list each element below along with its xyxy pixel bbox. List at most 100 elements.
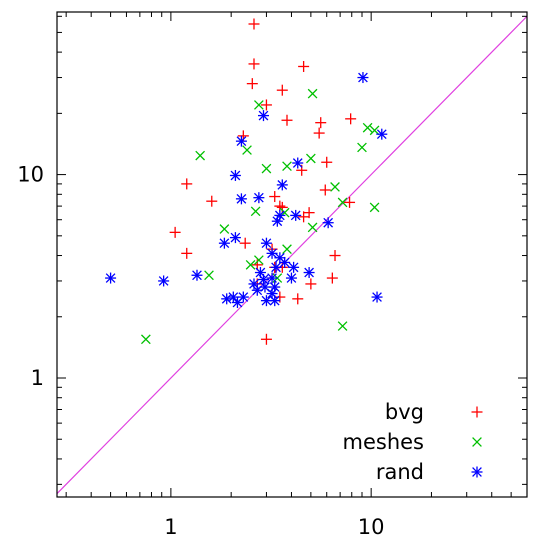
- data-point-rand: [285, 272, 297, 284]
- data-point-rand: [279, 256, 291, 268]
- data-point-rand: [253, 192, 265, 204]
- data-point-bvg: [292, 293, 304, 305]
- data-point-rand: [290, 209, 302, 221]
- data-point-bvg: [169, 226, 181, 238]
- data-point-rand: [158, 275, 170, 287]
- data-point-rand: [231, 297, 243, 309]
- data-point-bvg: [281, 114, 293, 126]
- data-point-rand: [292, 157, 304, 169]
- data-point-meshes: [282, 161, 292, 172]
- points-layer: [105, 18, 388, 345]
- data-point-rand: [257, 273, 269, 285]
- data-point-bvg: [260, 333, 272, 345]
- data-point-rand: [229, 169, 241, 181]
- data-point-rand: [260, 237, 272, 249]
- data-point-rand: [288, 261, 300, 273]
- data-point-meshes: [245, 259, 256, 270]
- data-point-bvg: [329, 250, 341, 262]
- data-point-meshes: [307, 88, 318, 99]
- data-point-rand: [322, 217, 334, 229]
- data-point-bvg: [246, 78, 258, 90]
- x-tick-label: 10: [358, 515, 385, 539]
- data-point-bvg: [274, 200, 286, 212]
- data-point-bvg: [305, 278, 317, 290]
- data-point-rand: [276, 179, 288, 191]
- data-point-meshes: [337, 321, 348, 331]
- data-point-bvg: [344, 196, 356, 208]
- data-point-rand: [229, 232, 241, 244]
- data-point-meshes: [219, 224, 230, 234]
- data-point-rand: [376, 128, 388, 140]
- data-point-rand: [191, 269, 203, 281]
- data-point-bvg: [345, 113, 357, 125]
- data-point-bvg: [260, 99, 272, 111]
- data-point-rand: [266, 247, 278, 259]
- data-point-rand: [221, 293, 233, 305]
- data-point-rand: [357, 72, 369, 84]
- legend-label-rand: rand: [376, 460, 424, 484]
- data-point-rand: [266, 272, 278, 284]
- data-point-bvg: [298, 211, 310, 223]
- data-point-rand: [235, 135, 247, 147]
- data-point-bvg: [269, 191, 281, 203]
- y-tick-label: 1: [31, 366, 44, 390]
- data-point-bvg: [298, 60, 310, 72]
- data-point-meshes: [254, 100, 264, 110]
- data-point-meshes: [141, 334, 151, 345]
- data-point-rand: [303, 267, 315, 279]
- data-point-bvg: [248, 18, 260, 30]
- x-tick-label: 1: [164, 515, 177, 539]
- plot-frame: [56, 11, 528, 498]
- data-point-rand: [235, 193, 247, 205]
- legend-label-bvg: bvg: [385, 400, 424, 424]
- legend-marker-rand: [471, 466, 483, 478]
- data-point-bvg: [313, 127, 325, 139]
- data-point-rand: [251, 284, 263, 296]
- data-point-bvg: [248, 58, 260, 70]
- data-point-bvg: [319, 184, 331, 196]
- data-point-rand: [371, 291, 383, 303]
- legend: bvg meshes rand: [343, 400, 483, 484]
- data-point-meshes: [357, 142, 367, 153]
- data-point-meshes: [250, 206, 261, 217]
- data-point-bvg: [276, 84, 288, 96]
- data-point-meshes: [307, 222, 318, 233]
- data-point-bvg: [321, 156, 333, 168]
- data-point-bvg: [239, 237, 251, 249]
- data-point-rand: [257, 110, 269, 122]
- data-point-meshes: [306, 153, 316, 164]
- data-point-meshes: [204, 270, 214, 281]
- data-point-meshes: [242, 145, 252, 155]
- series-rand: [105, 72, 388, 309]
- legend-marker-meshes: [472, 437, 482, 447]
- data-point-bvg: [181, 247, 193, 259]
- data-point-meshes: [337, 197, 348, 208]
- data-point-rand: [269, 295, 281, 307]
- data-point-bvg: [181, 178, 193, 190]
- data-point-meshes: [369, 202, 380, 213]
- ticks-layer: 1 10 1 10: [17, 12, 528, 539]
- series-bvg: [169, 18, 357, 345]
- legend-marker-bvg: [471, 406, 483, 418]
- data-point-meshes: [369, 125, 380, 136]
- data-point-meshes: [330, 182, 340, 192]
- data-point-meshes: [195, 150, 206, 161]
- data-point-meshes: [261, 163, 272, 174]
- data-point-meshes: [282, 244, 292, 255]
- data-point-bvg: [326, 272, 338, 284]
- data-point-rand: [105, 272, 117, 284]
- data-point-rand: [218, 237, 230, 249]
- data-point-meshes: [254, 255, 264, 265]
- data-point-bvg: [206, 195, 218, 207]
- data-point-bvg: [315, 117, 327, 129]
- y-tick-label: 10: [17, 163, 44, 187]
- legend-label-meshes: meshes: [343, 430, 425, 454]
- data-point-meshes: [362, 122, 373, 133]
- data-point-rand: [271, 215, 283, 227]
- series-meshes: [141, 88, 380, 345]
- data-point-rand: [270, 261, 282, 273]
